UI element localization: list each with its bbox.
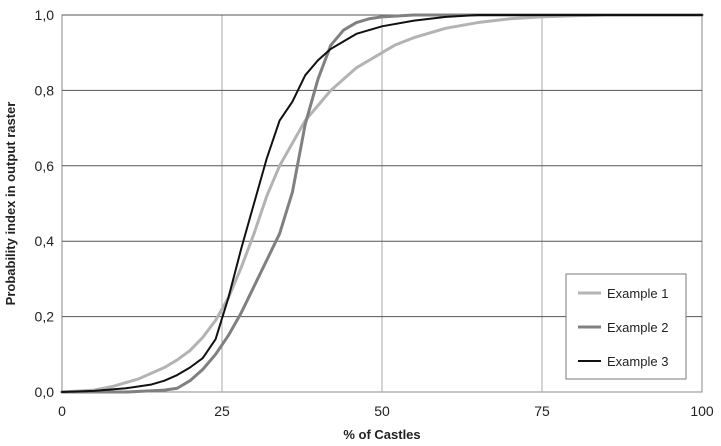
series-lines	[60, 13, 704, 394]
x-tick-label: 0	[58, 403, 66, 419]
legend-label-example-1: Example 1	[607, 286, 668, 301]
x-tick-label: 25	[214, 403, 230, 419]
x-axis-label: % of Castles	[343, 427, 420, 442]
legend-label-example-3: Example 3	[607, 354, 668, 369]
y-tick-label: 0,4	[35, 233, 55, 249]
y-tick-label: 0,2	[35, 309, 55, 325]
y-tick-label: 1,0	[35, 7, 55, 23]
y-tick-labels: 0,0 0,2 0,4 0,6 0,8 1,0	[35, 7, 55, 400]
x-tick-label: 75	[534, 403, 550, 419]
y-tick-label: 0,8	[35, 82, 55, 98]
y-tick-label: 0,0	[35, 384, 55, 400]
x-tick-labels: 0 25 50 75 100	[58, 403, 714, 419]
series-line-example-3	[61, 14, 703, 393]
y-tick-label: 0,6	[35, 158, 55, 174]
series-line-example-2	[60, 13, 704, 394]
legend-label-example-2: Example 2	[607, 320, 668, 335]
legend: Example 1 Example 2 Example 3	[565, 273, 687, 380]
x-tick-label: 50	[374, 403, 390, 419]
y-axis-label: Probability index in output raster	[3, 102, 18, 306]
x-tick-label: 100	[690, 403, 714, 419]
